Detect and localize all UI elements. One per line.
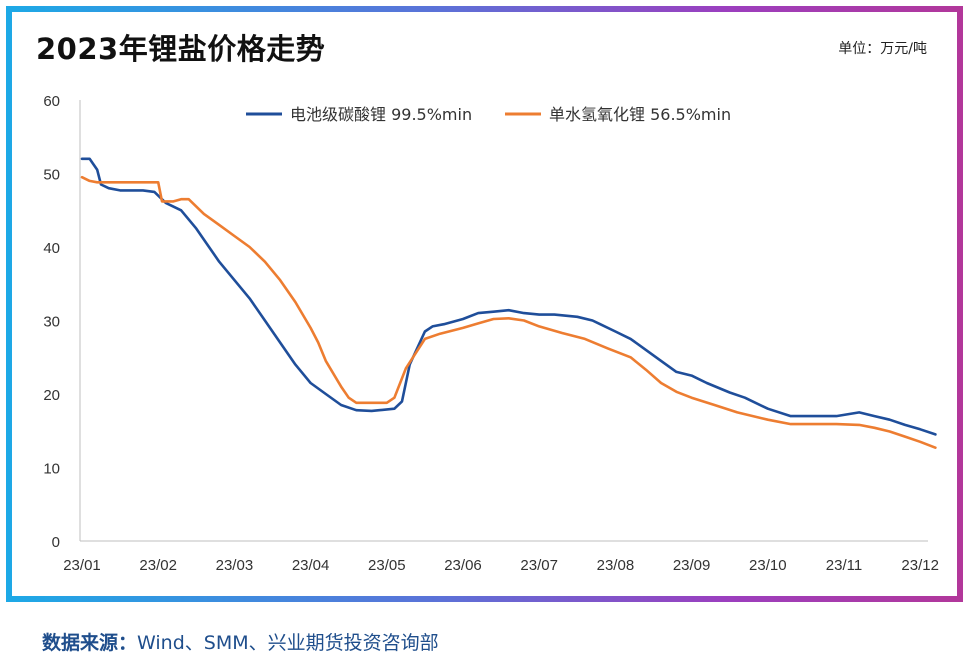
data-source: 数据来源：Wind、SMM、兴业期货投资咨询部 xyxy=(42,628,439,655)
y-tick-label: 60 xyxy=(43,93,60,110)
unit-label: 单位：万元/吨 xyxy=(838,41,927,57)
x-tick-label: 23/10 xyxy=(749,557,787,574)
chart-frame xyxy=(6,6,963,602)
y-tick-label: 30 xyxy=(43,314,60,331)
series-line-1 xyxy=(80,157,937,436)
line-chart: 0 10 20 30 40 50 60 23/01 23/02 23/03 23/04 23/05 23… xyxy=(43,93,939,574)
x-tick-label: 23/04 xyxy=(292,557,330,574)
chart-title: 2023年锂盐价格走势 xyxy=(36,32,326,66)
y-tick-label: 50 xyxy=(43,167,60,184)
x-tick-label: 23/03 xyxy=(216,557,254,574)
data-source-text: Wind、SMM、兴业期货投资咨询部 xyxy=(137,632,439,654)
x-tick-label: 23/09 xyxy=(673,557,711,574)
x-tick-label: 23/01 xyxy=(63,557,101,574)
legend-label-1: 电池级碳酸锂 99.5%min xyxy=(290,105,472,124)
x-tick-label: 23/11 xyxy=(826,557,862,574)
x-tick-label: 23/02 xyxy=(139,557,177,574)
series-line-2 xyxy=(80,175,937,450)
y-tick-label: 10 xyxy=(43,461,60,478)
x-tick-label: 23/06 xyxy=(444,557,482,574)
y-tick-label: 20 xyxy=(43,387,60,404)
y-tick-label: 0 xyxy=(52,534,60,551)
legend-label-2: 单水氢氧化锂 56.5%min xyxy=(549,105,731,124)
x-tick-label: 23/08 xyxy=(597,557,635,574)
x-tick-label: 23/12 xyxy=(901,557,939,574)
x-tick-label: 23/05 xyxy=(368,557,406,574)
x-tick-label: 23/07 xyxy=(520,557,558,574)
data-source-label: 数据来源： xyxy=(42,632,138,654)
y-tick-label: 40 xyxy=(43,240,60,257)
